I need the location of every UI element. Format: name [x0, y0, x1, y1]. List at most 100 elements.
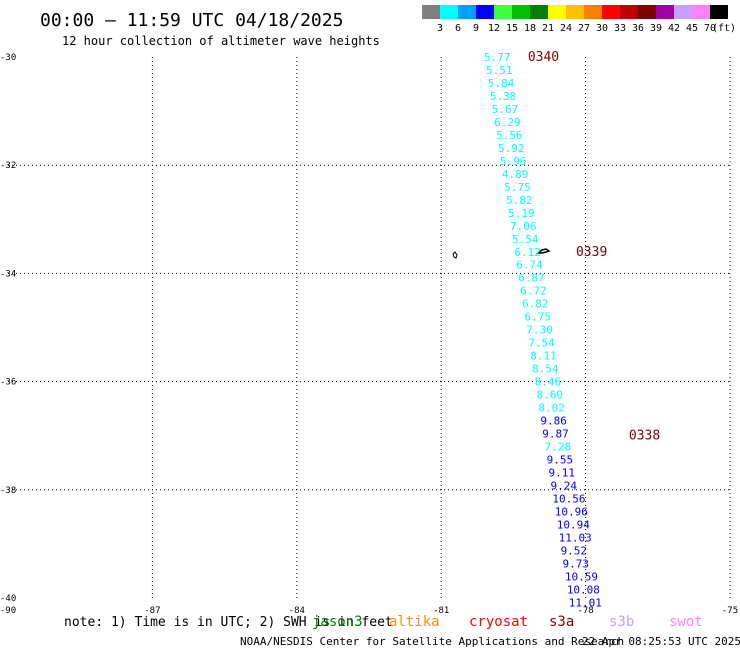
x-tick-label: -84 — [289, 606, 305, 616]
wave-height-point: 8.60 — [537, 389, 564, 402]
wave-height-point: 5.82 — [506, 194, 533, 207]
footer-credit: NOAA/NESDIS Center for Satellite Applica… — [240, 635, 624, 648]
legend-swatch — [602, 5, 620, 19]
legend-label: 21 — [542, 23, 554, 34]
map-grid — [8, 57, 731, 598]
wave-height-point: 9.24 — [550, 479, 577, 492]
legend-label: 12 — [488, 23, 500, 34]
wave-height-point: 5.92 — [498, 142, 524, 155]
wave-height-point: 5.54 — [512, 233, 539, 246]
wave-height-point: 8.02 — [538, 402, 565, 415]
legend-label: 18 — [524, 23, 536, 34]
wave-height-point: 9.11 — [549, 466, 576, 479]
legend-swatch — [512, 5, 530, 19]
wave-height-point: 8.46 — [535, 376, 562, 389]
wave-height-point: 7.54 — [528, 337, 555, 350]
wave-height-point: 10.59 — [565, 570, 598, 583]
legend-swatch — [440, 5, 458, 19]
y-tick-label: -34 — [0, 269, 16, 279]
wave-height-point: 5.56 — [496, 129, 523, 142]
legend-swatch — [656, 5, 674, 19]
legend-label: 70 — [704, 23, 716, 34]
wave-height-point: 5.84 — [488, 77, 515, 90]
wave-height-point: 5.75 — [504, 181, 530, 194]
satellite-label: s3b — [609, 614, 634, 630]
wave-height-point: 9.86 — [540, 415, 567, 428]
wave-height-point: 10.96 — [555, 505, 588, 518]
wave-height-point: 6.29 — [494, 116, 521, 129]
legend-label: 39 — [650, 23, 662, 34]
chart-subtitle: 12 hour collection of altimeter wave hei… — [62, 34, 380, 48]
wave-height-point: 9.87 — [542, 428, 569, 441]
wave-height-point: 9.73 — [562, 557, 589, 570]
satellite-label: s3a — [549, 614, 574, 630]
wave-height-point: 5.38 — [490, 90, 517, 103]
y-tick-label: -40 — [0, 594, 16, 604]
legend-swatch — [422, 5, 440, 19]
wave-height-point: 6.74 — [516, 259, 543, 272]
legend-swatch — [566, 5, 584, 19]
legend-swatch — [530, 5, 548, 19]
x-tick-label: -81 — [433, 606, 449, 616]
legend-swatch — [638, 5, 656, 19]
wave-height-point: 7.06 — [510, 220, 536, 233]
wave-height-point: 7.30 — [526, 324, 553, 337]
legend-swatch — [548, 5, 566, 19]
footer-note: note: 1) Time is in UTC; 2) SWH is in fe… — [64, 615, 393, 630]
legend-label: 27 — [578, 23, 590, 34]
footer-timestamp: 22 Apr 08:25:53 UTC 2025 — [582, 635, 740, 648]
x-tick-label: -75 — [722, 606, 738, 616]
legend-swatch — [692, 5, 710, 19]
legend-label: 3 — [437, 23, 443, 34]
legend-label: 24 — [560, 23, 572, 34]
legend-swatch — [710, 5, 728, 19]
legend-unit: (ft) — [712, 23, 736, 34]
wave-height-point: 6.82 — [522, 298, 549, 311]
wave-height-point: 8.54 — [532, 363, 559, 376]
wave-height-point: 5.77 — [484, 51, 511, 64]
legend-label: 45 — [686, 23, 698, 34]
satellite-legend: jason3 altika cryosat s3a s3b swot — [312, 614, 703, 630]
legend-label: 15 — [506, 23, 518, 34]
wave-height-point: 10.08 — [567, 583, 600, 596]
wave-height-point: 8.11 — [530, 350, 557, 363]
legend-label: 30 — [596, 23, 608, 34]
legend-swatch — [476, 5, 494, 19]
wave-height-point: 9.52 — [561, 544, 588, 557]
time-labels: 0340 0339 0338 — [528, 50, 660, 444]
wave-height-point: 7.28 — [545, 441, 572, 454]
color-legend: 3 6 9 12 15 18 21 24 27 30 33 36 39 42 45 70(ft) — [422, 5, 736, 34]
wave-height-point: 11.01 — [569, 596, 602, 609]
time-label: 0339 — [576, 245, 607, 260]
coastline-island — [452, 251, 458, 259]
x-tick-label: -90 — [0, 606, 16, 616]
legend-label: 9 — [473, 23, 479, 34]
wave-height-point: 10.56 — [552, 492, 585, 505]
wave-height-point: 5.51 — [486, 64, 513, 77]
legend-label: 36 — [632, 23, 644, 34]
wave-height-point: 5.19 — [508, 207, 535, 220]
wave-height-point: 6.72 — [520, 285, 547, 298]
coastline-mark — [535, 248, 551, 254]
time-label: 0338 — [629, 429, 660, 444]
wave-height-point: 6.87 — [518, 272, 545, 285]
legend-swatch — [584, 5, 602, 19]
x-tick-label: -78 — [577, 606, 593, 616]
satellite-label: cryosat — [469, 614, 528, 630]
y-tick-label: -38 — [0, 486, 16, 496]
wave-height-point: 5.96 — [500, 155, 527, 168]
y-tick-label: -30 — [0, 53, 16, 63]
legend-swatch — [620, 5, 638, 19]
legend-swatch — [458, 5, 476, 19]
legend-label: 6 — [455, 23, 461, 34]
wave-height-point: 10.94 — [557, 518, 590, 531]
wave-height-point: 4.89 — [502, 168, 529, 181]
y-tick-label: -36 — [0, 378, 16, 388]
legend-label: 42 — [668, 23, 680, 34]
x-tick-label: -87 — [144, 606, 160, 616]
time-label: 0340 — [528, 50, 559, 65]
legend-swatch — [674, 5, 692, 19]
chart-title: 00:00 – 11:59 UTC 04/18/2025 — [40, 10, 343, 31]
wave-height-point: 5.67 — [492, 103, 519, 116]
